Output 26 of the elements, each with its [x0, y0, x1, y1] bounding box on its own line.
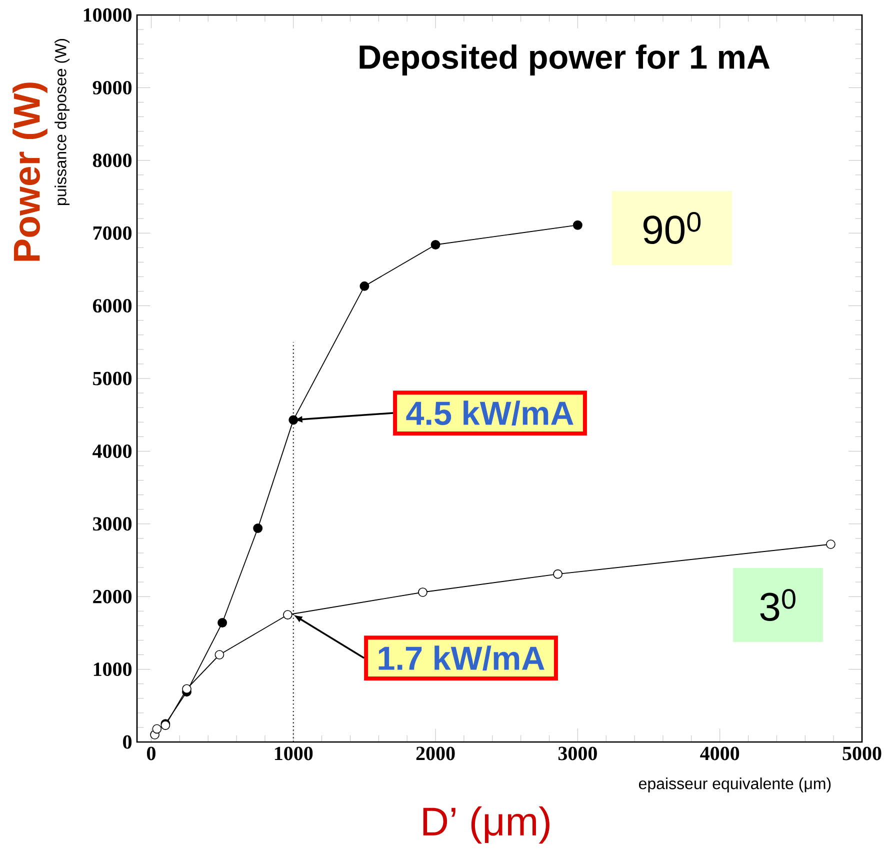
- y-tick-label: 10000: [84, 8, 132, 22]
- y-tick-label: 2000: [93, 590, 132, 604]
- annotation: 4.5 kW/mA: [406, 400, 574, 426]
- x-tick-label: 5000: [842, 746, 882, 760]
- y-tick-label: 3000: [93, 517, 132, 531]
- y-tick-label: 7000: [93, 226, 132, 240]
- y-tick-label: 5000: [93, 372, 132, 386]
- x-axis-title: D’ (μm): [423, 806, 550, 844]
- text: epaisseur equivalente (μm): [638, 778, 831, 792]
- y-tick-label: 9000: [92, 80, 132, 94]
- text: puissance deposee (W): [54, 39, 70, 206]
- x-tick-label: 4000: [700, 746, 740, 760]
- x-tick-label: 3000: [558, 746, 597, 760]
- x-tick-label: 2000: [416, 746, 455, 760]
- y-tick-label: 0: [123, 735, 132, 749]
- x-tick-label: 1000: [274, 746, 313, 760]
- x-tick-label: 0: [146, 746, 156, 760]
- annotation: 1.7 kW/mA: [378, 646, 544, 670]
- text: Deposited power for 1 mA: [360, 44, 770, 76]
- y-tick-label: 8000: [92, 154, 132, 168]
- y-tick-label: 6000: [92, 299, 132, 313]
- y-axis-title: Power (W): [12, 82, 48, 261]
- y-tick-label: 4000: [92, 444, 132, 458]
- y-tick-label: 1000: [94, 662, 132, 676]
- series-label: 90$^{0}$: [643, 212, 701, 244]
- series-label: 3$^{0}$: [760, 589, 796, 622]
